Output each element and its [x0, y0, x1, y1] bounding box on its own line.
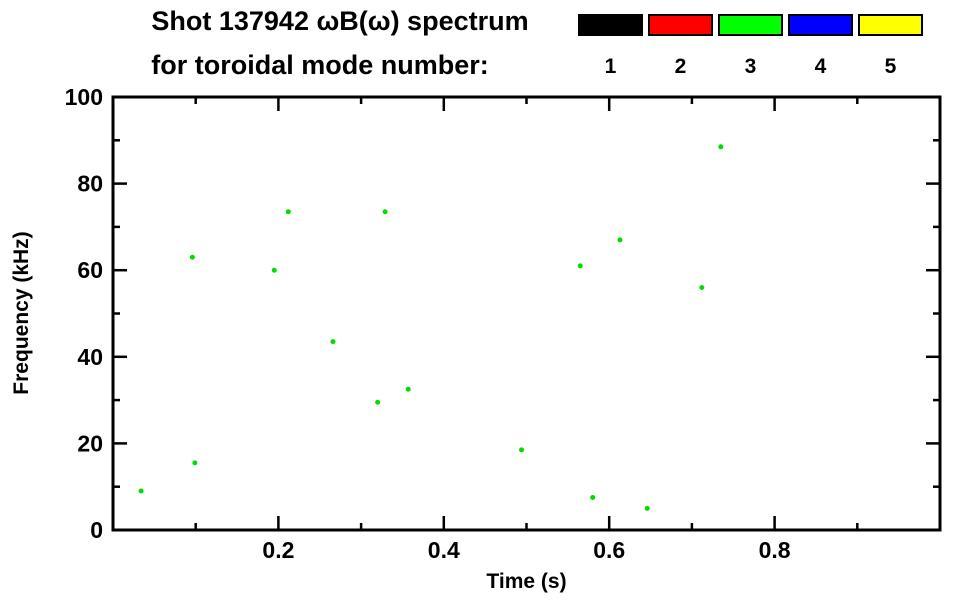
- scatter-point: [617, 237, 623, 243]
- svg-text:0.4: 0.4: [428, 537, 460, 563]
- svg-text:0: 0: [90, 517, 103, 543]
- legend-swatch-1: [578, 14, 643, 36]
- svg-text:0.8: 0.8: [759, 537, 791, 563]
- axis-ticks: [113, 95, 940, 532]
- data-points: [138, 144, 724, 511]
- legend-swatches: [578, 14, 923, 36]
- scatter-point: [138, 488, 144, 494]
- scatter-point: [590, 495, 596, 501]
- svg-text:0.6: 0.6: [593, 537, 625, 563]
- svg-text:40: 40: [77, 344, 103, 370]
- scatter-point: [330, 339, 336, 345]
- scatter-point: [192, 460, 198, 466]
- x-axis-label: Time (s): [486, 570, 567, 593]
- chart-title: Shot 137942 ωB(ω) spectrum: [151, 6, 529, 36]
- svg-text:60: 60: [77, 257, 103, 283]
- scatter-point: [271, 267, 277, 273]
- scatter-point: [644, 505, 650, 511]
- svg-text:100: 100: [65, 84, 103, 110]
- legend-number-4: 4: [814, 55, 827, 78]
- legend-number-2: 2: [674, 55, 687, 78]
- scatter-point: [699, 285, 705, 291]
- scatter-point: [375, 399, 381, 405]
- legend-swatch-5: [858, 14, 923, 36]
- legend-numbers: 1 2 3 4 5: [578, 55, 923, 79]
- scatter-point: [382, 209, 388, 215]
- legend-swatch-2: [648, 14, 713, 36]
- scatter-point: [189, 254, 195, 260]
- chart-subtitle: for toroidal mode number:: [151, 50, 489, 80]
- legend-swatch-3: [718, 14, 783, 36]
- legend-number-1: 1: [604, 55, 617, 78]
- scatter-point: [405, 386, 411, 392]
- legend-number-3: 3: [744, 55, 757, 78]
- svg-text:80: 80: [77, 171, 103, 197]
- tick-labels: 0.2 0.4 0.6 0.8 0 20 40 60 80 100: [65, 84, 791, 563]
- scatter-point: [577, 263, 583, 269]
- scatter-point: [285, 209, 291, 215]
- legend-number-5: 5: [884, 55, 897, 78]
- scatter-point: [519, 447, 525, 453]
- svg-text:0.2: 0.2: [262, 537, 294, 563]
- legend-swatch-4: [788, 14, 853, 36]
- scatter-point: [718, 144, 724, 150]
- axes-frame: [111, 95, 942, 532]
- svg-text:20: 20: [77, 430, 103, 456]
